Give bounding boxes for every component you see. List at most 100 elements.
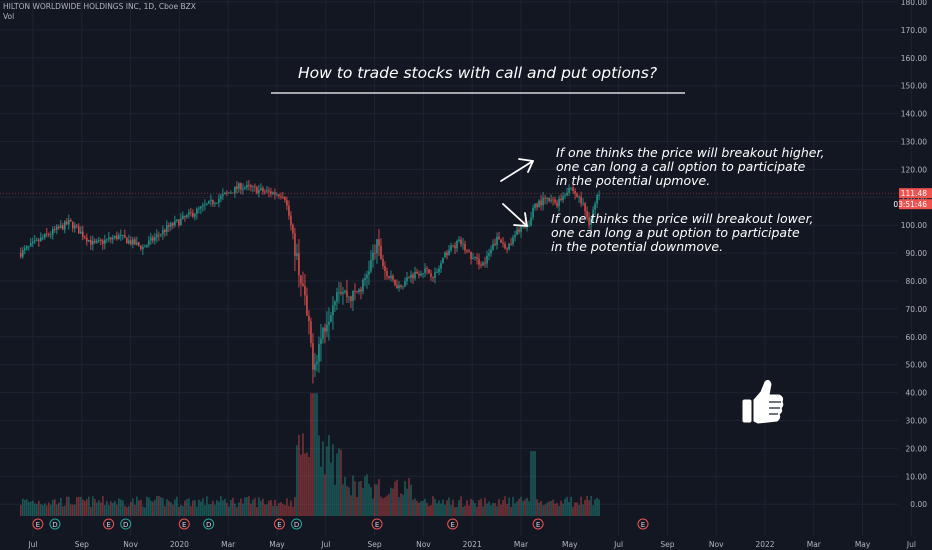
volume-bar xyxy=(412,499,414,516)
volume-bar xyxy=(232,497,234,516)
candle-body xyxy=(56,226,58,230)
volume-bar xyxy=(22,498,24,516)
volume-bar xyxy=(140,499,142,516)
candle-body xyxy=(440,263,442,269)
volume-bar xyxy=(40,504,42,516)
candle-body xyxy=(62,225,64,230)
candle-body xyxy=(206,203,208,205)
volume-bar xyxy=(328,434,330,516)
volume-bar xyxy=(532,451,534,516)
candle-body xyxy=(132,239,134,245)
candle-body xyxy=(558,198,560,207)
candle-body xyxy=(42,237,44,239)
volume-bar xyxy=(324,474,326,516)
volume-bar xyxy=(98,500,100,516)
candle-body xyxy=(222,194,224,196)
volume-bar xyxy=(502,500,504,516)
volume-bar xyxy=(96,502,98,516)
volume-bar xyxy=(396,479,398,516)
volume-bar xyxy=(182,505,184,516)
candle-body xyxy=(296,253,298,256)
candle-body xyxy=(194,213,196,217)
volume-bar xyxy=(202,498,204,516)
earnings-marker: E xyxy=(273,518,285,530)
volume-bar xyxy=(424,498,426,516)
candle-body xyxy=(598,194,600,196)
volume-bar xyxy=(200,501,202,516)
volume-bar xyxy=(318,435,320,516)
candle-body xyxy=(346,290,348,297)
candle-body xyxy=(170,223,172,227)
volume-bar xyxy=(186,499,188,516)
candle-body xyxy=(334,301,336,306)
candle-body xyxy=(532,207,534,218)
volume-bar xyxy=(304,453,306,516)
candle-body xyxy=(408,277,410,279)
candle-body xyxy=(412,274,414,279)
candles xyxy=(0,180,898,384)
volume-bar xyxy=(290,500,292,516)
candle-body xyxy=(420,273,422,276)
volume-bar xyxy=(392,488,394,516)
candle-body xyxy=(466,250,468,252)
volume-bar xyxy=(214,504,216,516)
candle-body xyxy=(512,237,514,245)
candle-body xyxy=(502,242,504,244)
volume-bar xyxy=(190,506,192,516)
volume-bar xyxy=(184,500,186,516)
time-tick-label: Mar xyxy=(514,540,529,549)
volume-bar xyxy=(144,507,146,516)
volume-bar xyxy=(352,475,354,516)
candle-body xyxy=(134,239,136,245)
volume-bar xyxy=(542,505,544,516)
candle-body xyxy=(136,242,138,245)
volume-bar xyxy=(398,497,400,516)
volume-bar xyxy=(26,499,28,516)
volume-bar xyxy=(128,505,130,516)
marker-circle xyxy=(273,518,285,530)
candle-body xyxy=(498,236,500,240)
volume-bar xyxy=(560,500,562,516)
candle-body xyxy=(156,234,158,238)
marker-circle xyxy=(49,518,61,530)
candle-body xyxy=(540,200,542,206)
candle-body xyxy=(108,237,110,240)
volume-bar xyxy=(550,500,552,516)
candle-body xyxy=(262,188,264,192)
candle-body xyxy=(430,273,432,277)
candle-body xyxy=(336,292,338,302)
candle-body xyxy=(410,274,412,278)
volume-bar xyxy=(522,501,524,516)
volume-bar xyxy=(488,501,490,516)
candle-body xyxy=(182,215,184,219)
candle-body xyxy=(86,238,88,242)
candle-body xyxy=(344,290,346,293)
volume-bar xyxy=(142,506,144,516)
candle-body xyxy=(444,252,446,258)
candle-body xyxy=(102,240,104,244)
candle-body xyxy=(176,219,178,221)
volume-bar xyxy=(204,505,206,516)
candle-body xyxy=(432,276,434,278)
volume-bar xyxy=(66,496,68,516)
candle-body xyxy=(526,226,528,228)
volume-bar xyxy=(566,496,568,516)
candle-body xyxy=(454,245,456,249)
candle-body xyxy=(172,223,174,226)
volume-bar xyxy=(536,499,538,516)
volume-bar xyxy=(298,435,300,516)
candle-body xyxy=(582,203,584,205)
candle-body xyxy=(356,291,358,293)
candle-body xyxy=(126,237,128,244)
put-text-line: If one thinks the price will breakout lo… xyxy=(551,211,814,226)
candle-body xyxy=(196,208,198,214)
volume-bar xyxy=(32,500,34,516)
volume-bar xyxy=(112,503,114,516)
volume-bar xyxy=(276,505,278,516)
volume-bar xyxy=(546,502,548,516)
candle-body xyxy=(568,187,570,193)
candle-body xyxy=(80,231,82,234)
volume-bar xyxy=(378,479,380,516)
volume-bar xyxy=(572,506,574,516)
